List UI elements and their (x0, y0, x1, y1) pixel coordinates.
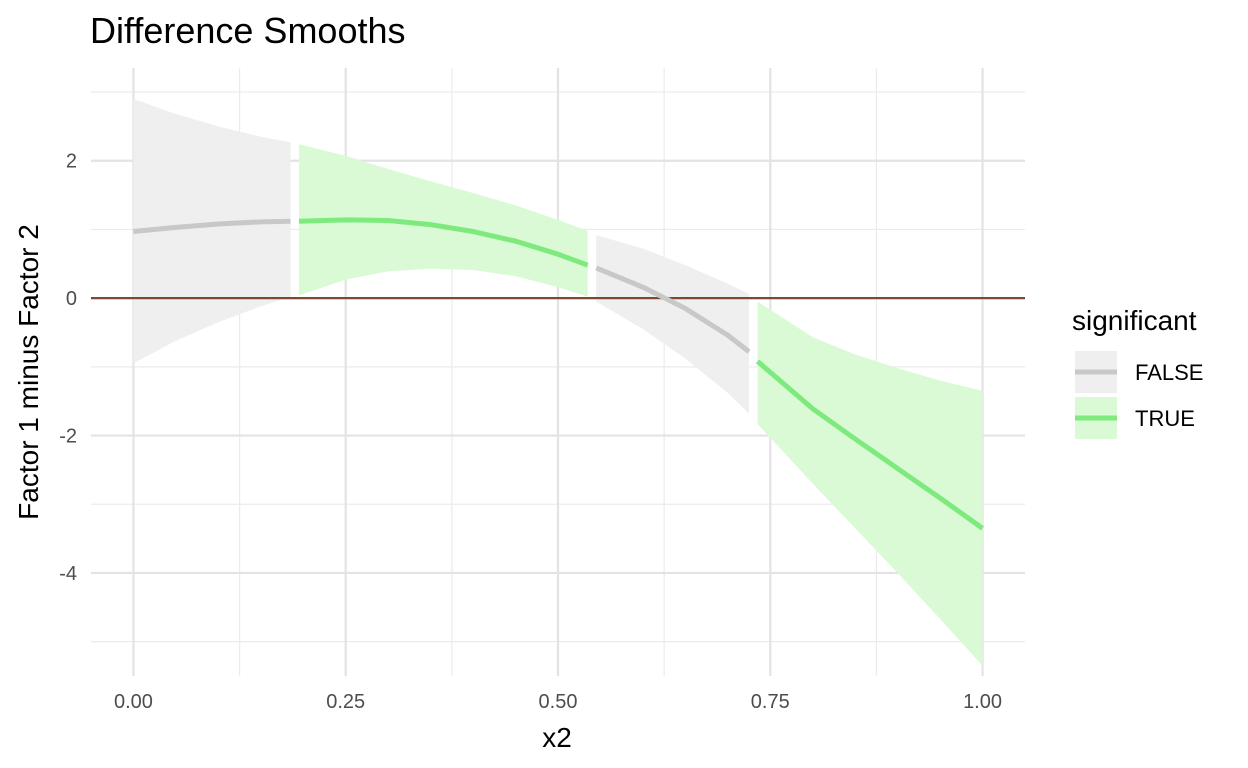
x-tick-label: 0.50 (539, 691, 578, 713)
y-axis-title: Factor 1 minus Factor 2 (13, 224, 44, 520)
legend-title: significant (1072, 305, 1197, 336)
x-tick-label: 1.00 (963, 691, 1002, 713)
x-tick-label: 0.75 (751, 691, 790, 713)
line-false-0 (133, 218, 291, 234)
x-axis-ticks: 0.00 0.25 0.50 0.75 1.00 (114, 691, 1002, 713)
difference-lines (133, 217, 984, 531)
y-tick-label: 0 (66, 288, 77, 310)
y-axis-ticks: -4 -2 0 2 (59, 151, 77, 585)
legend: significant FALSE TRUE (1072, 305, 1203, 439)
ribbon-false-2 (596, 234, 750, 414)
legend-entry-true: TRUE (1075, 397, 1195, 439)
y-tick-label: -4 (59, 563, 77, 585)
x-axis-title: x2 (542, 722, 572, 753)
line-false-2 (595, 265, 751, 354)
ribbon-true-3 (757, 301, 983, 666)
legend-entry-false: FALSE (1075, 351, 1203, 393)
chart-title: Difference Smooths (90, 10, 406, 51)
x-tick-label: 0.25 (326, 691, 365, 713)
legend-label-true: TRUE (1135, 406, 1195, 431)
ribbon-true-1 (299, 144, 588, 297)
y-tick-label: -2 (59, 426, 77, 448)
line-true-3 (755, 359, 984, 531)
confidence-ribbons (133, 98, 983, 666)
legend-label-false: FALSE (1135, 360, 1203, 385)
x-tick-label: 0.00 (114, 691, 153, 713)
line-true-1 (298, 217, 589, 268)
y-tick-label: 2 (66, 151, 77, 173)
